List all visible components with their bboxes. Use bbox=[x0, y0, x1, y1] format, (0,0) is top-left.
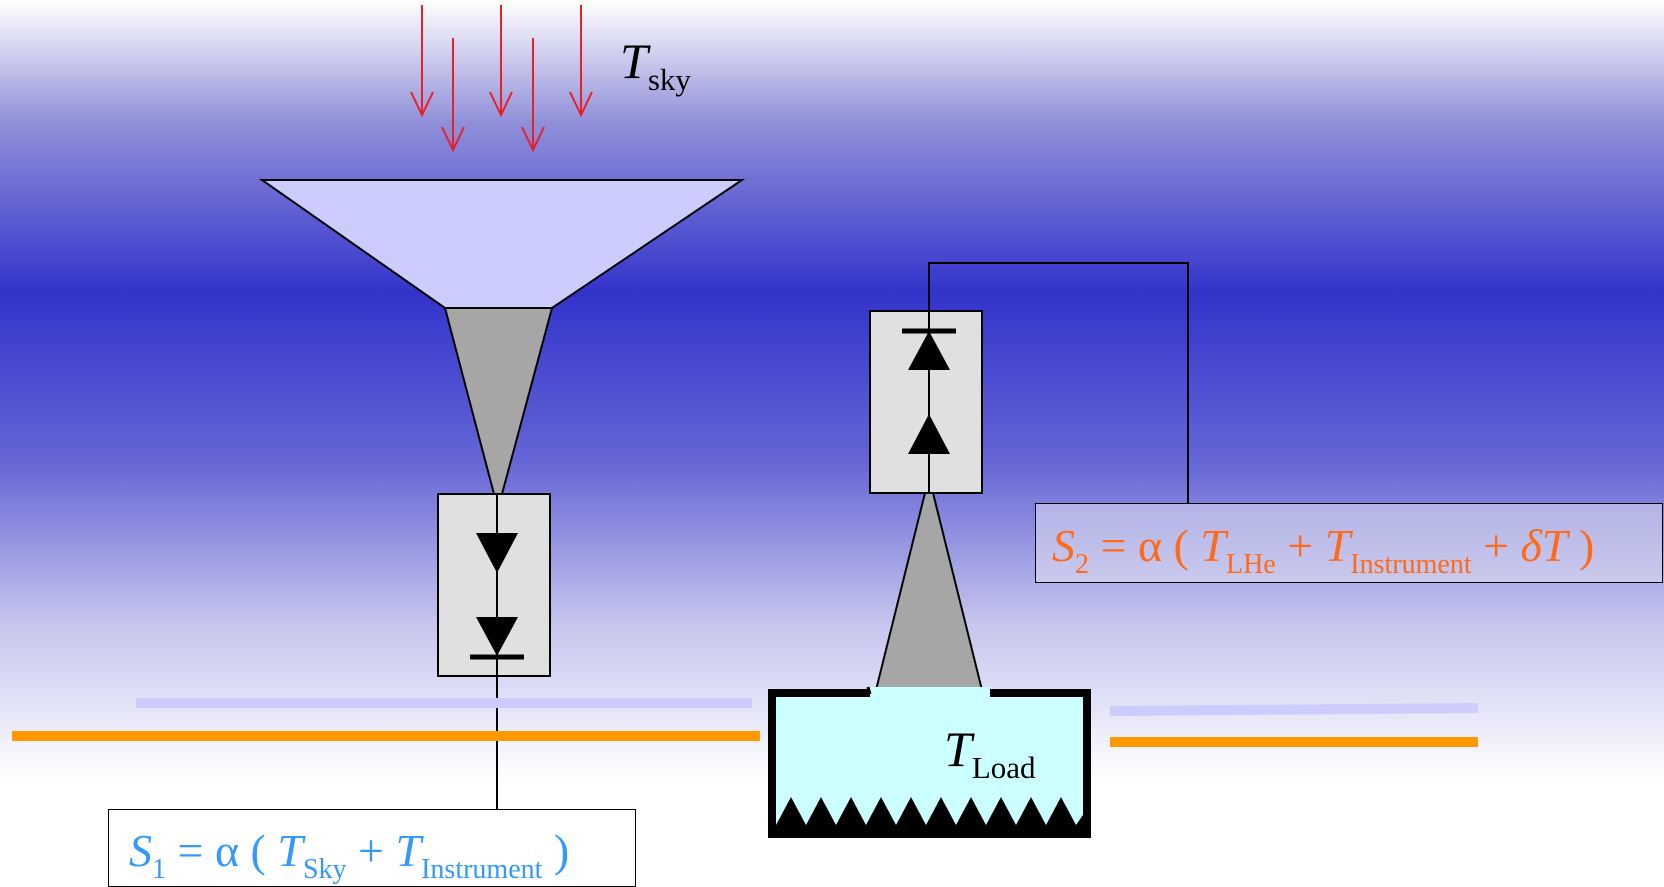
s1-t-sky: T bbox=[277, 825, 303, 876]
s2-plus-1: + bbox=[1275, 520, 1325, 571]
feed-horn bbox=[258, 179, 746, 309]
s2-symbol: S bbox=[1052, 520, 1075, 571]
sky-arrow bbox=[489, 5, 513, 118]
s2-t-instrument: T bbox=[1324, 520, 1351, 571]
s1-t-sky-subscript: Sky bbox=[302, 854, 347, 885]
diode-up-icon bbox=[908, 414, 950, 454]
s1-equation-box: S1 = α ( TSky + TInstrument ) bbox=[108, 809, 636, 887]
absorber-teeth bbox=[776, 797, 1083, 834]
t-sky-symbol: T bbox=[620, 33, 648, 89]
s2-delta-t: δT bbox=[1520, 520, 1568, 571]
lavender-line-right bbox=[1109, 703, 1479, 716]
s1-equals-alpha: = α ( bbox=[166, 825, 278, 876]
output-wire-right bbox=[928, 262, 1189, 503]
s2-equals-alpha: = α ( bbox=[1089, 520, 1201, 571]
diode-down-icon bbox=[476, 617, 518, 656]
sky-arrow bbox=[569, 5, 593, 118]
diode-down-icon bbox=[476, 533, 518, 573]
sky-arrow bbox=[441, 38, 465, 153]
s2-equation-box: S2 = α ( TLHe + TInstrument + δT ) bbox=[1035, 503, 1663, 583]
t-sky-subscript: sky bbox=[647, 62, 691, 97]
s1-plus: + bbox=[346, 825, 396, 876]
diode-up-icon bbox=[908, 331, 950, 370]
s2-subscript: 2 bbox=[1075, 549, 1089, 580]
s1-close-paren: ) bbox=[542, 825, 570, 876]
s1-t-instrument-subscript: Instrument bbox=[421, 854, 543, 885]
s2-t-lhe: T bbox=[1200, 520, 1226, 571]
t-sky-label: Tsky bbox=[620, 33, 691, 95]
t-load-label: TLoad bbox=[944, 721, 1036, 783]
t-load-symbol: T bbox=[944, 721, 972, 777]
load-aperture bbox=[870, 687, 990, 700]
s1-t-instrument: T bbox=[395, 825, 422, 876]
waveguide-taper-left bbox=[443, 307, 554, 495]
s1-subscript: 1 bbox=[152, 854, 166, 885]
waveguide-taper-right bbox=[874, 492, 984, 691]
sky-arrow bbox=[410, 5, 434, 118]
s2-plus-2: + bbox=[1471, 520, 1521, 571]
s2-t-lhe-subscript: LHe bbox=[1225, 549, 1276, 580]
s1-symbol: S bbox=[129, 825, 152, 876]
sky-radiation-arrows bbox=[410, 5, 593, 153]
t-load-subscript: Load bbox=[971, 750, 1036, 785]
sky-arrow bbox=[521, 38, 545, 153]
s2-close-paren: ) bbox=[1567, 520, 1595, 571]
s2-t-instrument-subscript: Instrument bbox=[1350, 549, 1472, 580]
load-aperture-edge bbox=[866, 686, 872, 695]
